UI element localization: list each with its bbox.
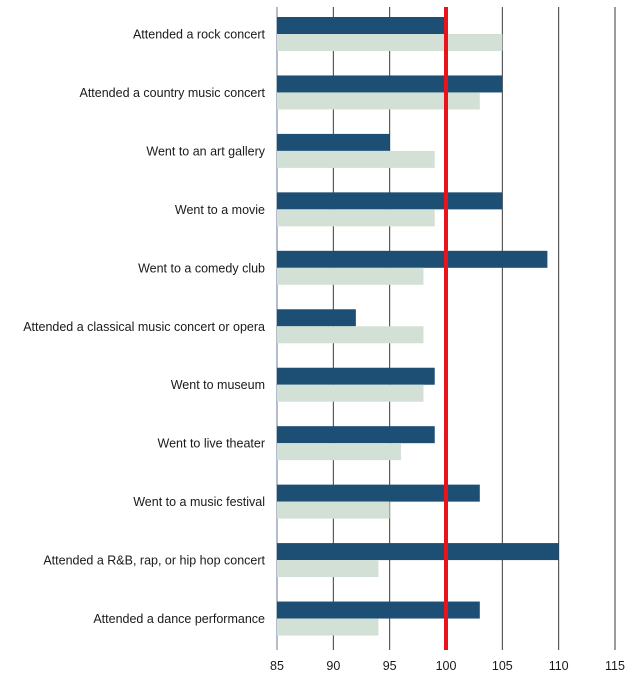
category-label: Attended a rock concert [133,28,266,42]
bar-series-1 [277,250,548,268]
category-label: Attended a country music concert [79,86,265,100]
bar-series-2 [277,209,435,227]
category-label: Went to a comedy club [138,261,265,275]
category-label: Attended a R&B, rap, or hip hop concert [43,554,265,568]
bar-series-2 [277,267,424,285]
bar-series-1 [277,17,446,34]
x-tick-label: 105 [492,659,513,673]
category-label: Went to museum [171,378,265,392]
category-labels: Attended a rock concert Attended a countr… [23,28,266,627]
x-tick-labels: 85 90 95 100 105 110 115 [270,659,625,673]
bar-series-2 [277,92,480,110]
category-label: Went to an art gallery [146,144,265,158]
bar-series-2 [277,150,435,168]
category-label: Went to a movie [175,203,265,217]
x-tick-label: 85 [270,659,284,673]
bar-series-1 [277,367,435,385]
x-tick-label: 95 [383,659,397,673]
bar-series-1 [277,133,390,151]
bar-series-1 [277,309,356,327]
bar-series-1 [277,484,480,502]
bar-series-2 [277,384,424,402]
category-label: Went to a music festival [133,495,265,509]
bar-series-2 [277,560,379,578]
bar-series-2 [277,501,390,519]
x-tick-label: 110 [549,659,569,673]
bar-series-1 [277,192,503,210]
bar-series-2 [277,326,424,344]
bar-series-1 [277,601,480,619]
x-tick-label: 115 [605,659,625,673]
category-label: Attended a classical music concert or op… [23,320,265,334]
category-label: Attended a dance performance [93,612,265,626]
bar-series-2 [277,34,503,51]
category-label: Went to live theater [158,437,265,451]
x-tick-label: 90 [326,659,340,673]
bar-series-1 [277,426,435,444]
x-tick-label: 100 [436,659,457,673]
bar-series-2 [277,443,401,461]
bar-series-1 [277,543,559,561]
bar-series-2 [277,618,379,636]
bars [277,17,559,636]
bar-series-1 [277,75,503,93]
